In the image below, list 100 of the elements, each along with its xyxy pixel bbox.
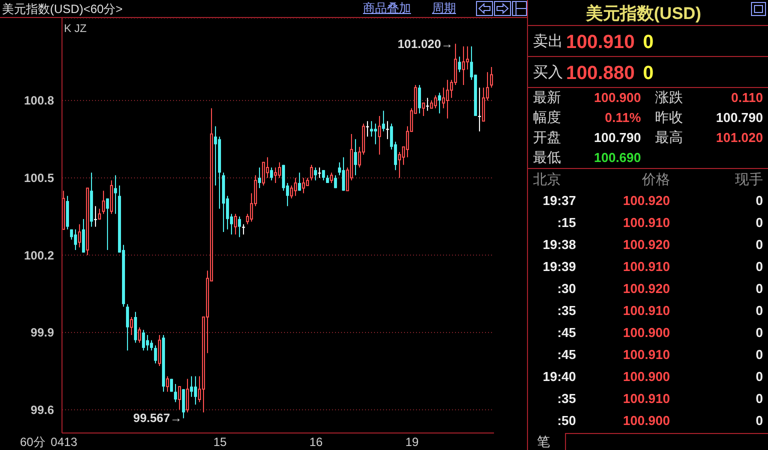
text: 100.900 [623, 325, 670, 340]
text: 100.690 [594, 150, 641, 165]
text: 0 [756, 259, 763, 274]
text: 昨收 [655, 109, 683, 125]
x-tick-label: 16 [309, 435, 323, 449]
candlestick [438, 92, 441, 114]
text: 0 [756, 215, 763, 230]
candlestick [278, 162, 281, 178]
candlestick [142, 329, 145, 352]
text: 100.920 [623, 193, 670, 208]
candlestick [214, 126, 217, 186]
text: :35 [557, 391, 576, 406]
text: 19:37 [542, 193, 576, 208]
text: 100.910 [623, 259, 670, 274]
x-tick-label: 15 [213, 435, 227, 449]
candlestick [194, 376, 197, 406]
candlestick [334, 174, 337, 189]
candlestick [146, 334, 149, 352]
text: 最低 [533, 149, 561, 165]
text: 笔 [537, 434, 550, 449]
annotation: K JZ [64, 22, 87, 36]
annotation: 101.020→ [398, 37, 453, 51]
candlestick [74, 228, 77, 250]
candlestick [482, 87, 485, 122]
candlestick [78, 224, 81, 248]
text: 100.900 [594, 90, 641, 105]
text: 0 [756, 413, 763, 428]
candlestick [290, 185, 293, 199]
candlestick [466, 46, 469, 70]
chart-title: 美元指数(USD)<60分> [2, 1, 123, 18]
y-tick-label: 100.2 [24, 248, 54, 262]
text: 开盘 [533, 129, 561, 145]
text: 19:40 [542, 369, 576, 384]
candlestick [186, 378, 189, 413]
candlestick [138, 326, 141, 344]
candlestick [178, 386, 181, 410]
text: 美元指数(USD) [584, 4, 702, 23]
text: 0 [756, 193, 763, 208]
x-tick-label: 0413 [50, 435, 78, 449]
text: 100.910 [623, 347, 670, 362]
text: 北京 [533, 171, 561, 187]
annotation: 99.567→ [133, 411, 182, 425]
candlestick [98, 208, 101, 220]
candlestick [442, 87, 445, 109]
text: 100.790 [716, 110, 763, 125]
text: 100.920 [623, 281, 670, 296]
y-tick-label: 100.8 [24, 94, 54, 108]
text: 0 [756, 369, 763, 384]
text: 100.920 [623, 237, 670, 252]
candlestick [366, 120, 369, 138]
candlestick [330, 172, 333, 184]
candlestick [314, 167, 317, 181]
candlestick [190, 376, 193, 398]
candlestick [150, 340, 153, 352]
text: 0 [756, 325, 763, 340]
candlestick [318, 167, 321, 178]
candlestick [126, 304, 129, 352]
candlestick [94, 206, 97, 228]
text: :45 [557, 347, 576, 362]
text: 卖出 [533, 33, 563, 50]
candlestick [446, 79, 449, 120]
candlestick [490, 66, 493, 88]
text: 0 [756, 303, 763, 318]
candlestick [374, 123, 377, 145]
text: 商品叠加 [363, 1, 411, 15]
candlestick [462, 46, 465, 86]
candlestick [270, 167, 273, 181]
candlestick [434, 94, 437, 109]
text: 100.790 [594, 130, 641, 145]
candlestick [354, 138, 357, 176]
text: 幅度 [533, 109, 561, 125]
text: 价格 [641, 171, 670, 187]
candlestick [158, 334, 161, 366]
candlestick [422, 102, 425, 116]
candlestick [458, 56, 461, 73]
candlestick [174, 384, 177, 403]
candlestick [102, 190, 105, 214]
text: 100.910 [623, 215, 670, 230]
candlestick [166, 376, 169, 392]
text: 0 [756, 281, 763, 296]
candlestick [426, 97, 429, 112]
candlestick [342, 156, 345, 192]
candlestick [106, 198, 109, 250]
text: 周期 [432, 1, 456, 15]
y-tick-label: 100.5 [24, 171, 54, 186]
candlestick [262, 162, 265, 186]
candlestick [386, 120, 389, 140]
text: 100.910 [623, 303, 670, 318]
text: 0 [756, 237, 763, 252]
candlestick [234, 213, 237, 236]
candlestick [134, 311, 137, 344]
text: 最高 [655, 129, 683, 145]
text: 0.110 [731, 90, 763, 105]
text: 100.900 [623, 369, 670, 384]
text: 0.11% [604, 110, 642, 125]
candlestick [382, 110, 385, 132]
candlestick [238, 216, 241, 238]
text: 0 [756, 347, 763, 362]
text: :15 [557, 215, 576, 230]
text: :35 [557, 303, 576, 318]
